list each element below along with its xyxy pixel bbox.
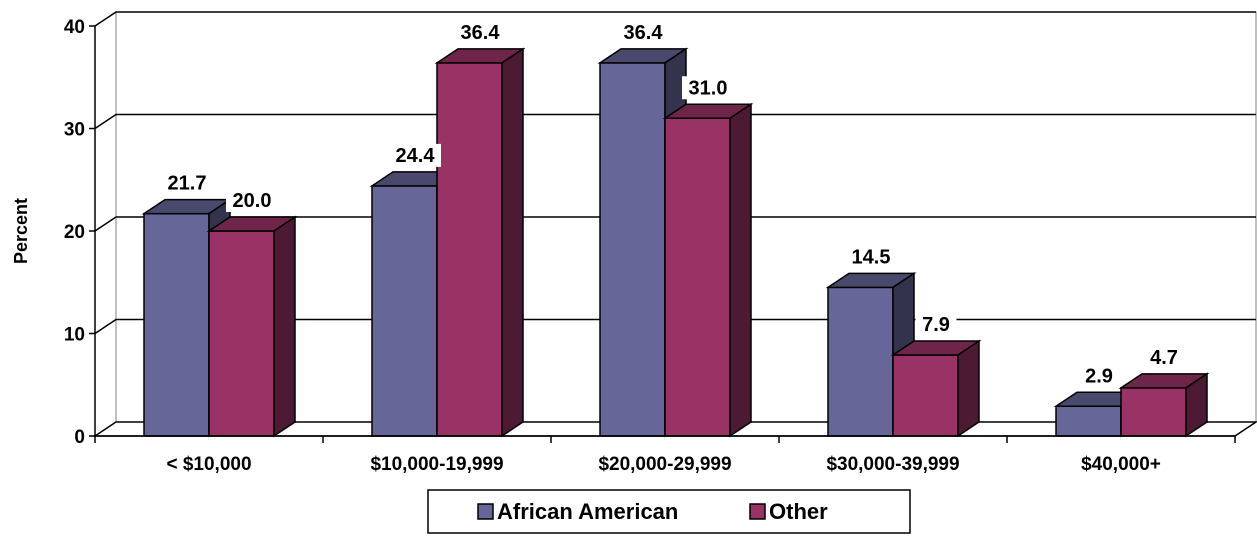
bar-other (890, 339, 982, 438)
data-label: 7.9 (922, 314, 950, 336)
data-label-bg (1078, 364, 1120, 388)
data-label-bg (389, 143, 441, 167)
bar-other (1118, 372, 1210, 438)
gridline (94, 113, 1256, 130)
data-label-bg (617, 20, 669, 44)
y-tick-label: 0 (74, 427, 85, 448)
data-label: 31.0 (689, 77, 728, 99)
bar-other (206, 215, 298, 438)
category-labels: < $10,000 $10,000-19,999 $20,000-29,999 $30… (166, 454, 1160, 475)
data-label-bg (845, 245, 897, 269)
data-label-bg (226, 189, 278, 212)
y-tick-label: 30 (64, 120, 85, 141)
gridline (94, 11, 1256, 27)
y-axis-title: Percent (11, 198, 31, 264)
axes (89, 25, 1236, 443)
bar-african-american (825, 271, 917, 438)
bar-other (434, 47, 526, 438)
legend-swatch (749, 503, 766, 520)
legend: African American Other (427, 489, 911, 534)
data-label: 36.4 (624, 22, 664, 44)
category-label: $30,000-39,999 (826, 454, 959, 475)
data-label-bg (1143, 345, 1185, 369)
legend-entry: African American (497, 499, 678, 524)
data-label-bg (682, 76, 734, 100)
bar-other (662, 102, 754, 438)
y-tick-label: 10 (64, 325, 85, 346)
data-label: 4.7 (1150, 347, 1178, 369)
legend-swatch (477, 503, 494, 520)
data-label-bg (915, 313, 957, 337)
gridlines (94, 11, 1256, 335)
data-label: 20.0 (233, 190, 272, 212)
category-label: < $10,000 (166, 454, 251, 475)
data-labels: 21.7 20.0 24.4 36.4 36.4 31.0 14.5 7.9 2.9 4.7 (161, 20, 1185, 388)
data-label-bg (454, 20, 506, 44)
y-tick-labels: 0 10 20 30 40 (64, 17, 85, 448)
data-label: 21.7 (168, 173, 207, 195)
data-label-bg (161, 171, 213, 195)
category-label: $40,000+ (1081, 454, 1161, 475)
data-label: 14.5 (852, 246, 891, 268)
y-tick-label: 40 (64, 17, 85, 38)
data-label: 2.9 (1085, 365, 1113, 387)
category-label: $20,000-29,999 (598, 454, 731, 475)
data-label: 24.4 (396, 145, 436, 167)
data-label: 36.4 (461, 22, 501, 44)
legend-box (427, 489, 911, 534)
gridline (94, 216, 1256, 232)
bars (141, 47, 1210, 438)
category-label: $10,000-19,999 (370, 454, 503, 475)
y-tick-label: 20 (64, 222, 85, 243)
legend-entry: Other (769, 499, 828, 524)
